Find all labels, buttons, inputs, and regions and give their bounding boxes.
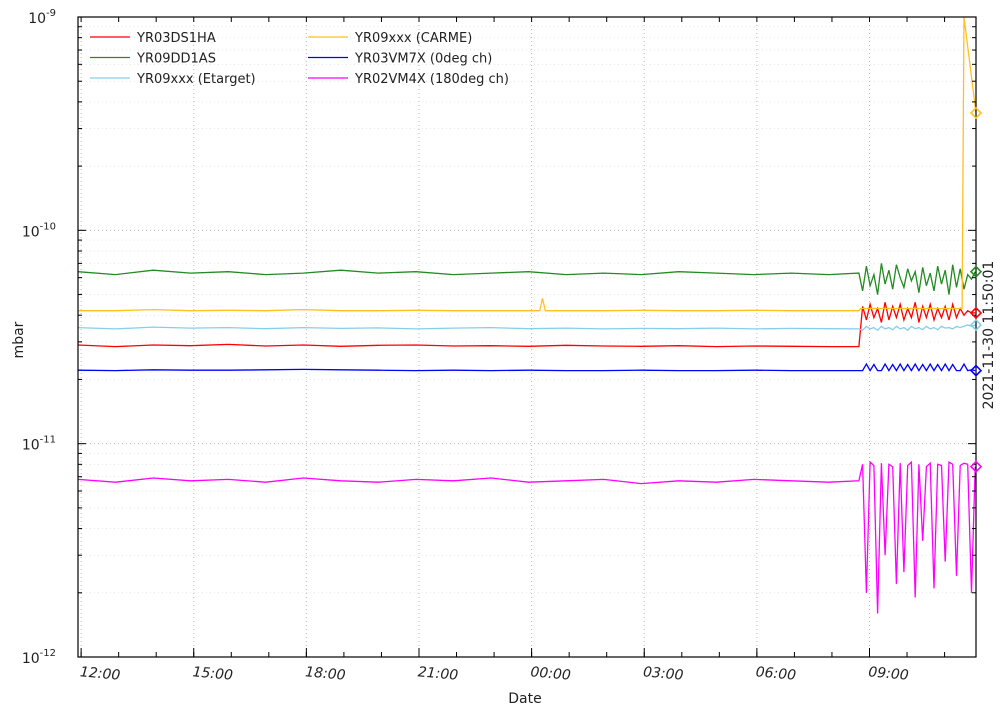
x-tick-label: 00:00 xyxy=(530,664,572,683)
series-line-0 xyxy=(78,301,976,348)
legend-label: YR09xxx (Etarget) xyxy=(136,72,256,87)
series-line-2 xyxy=(78,324,976,332)
cursor-timestamp-label: 2021-11-30 11:50:01 xyxy=(981,261,997,410)
legend-label: YR03VM7X (0deg ch) xyxy=(354,52,492,67)
end-marker-diamond xyxy=(969,364,983,377)
x-axis-label: Date xyxy=(508,691,541,707)
end-marker-diamond xyxy=(969,265,983,278)
legend-label: YR03DS1HA xyxy=(136,31,216,46)
series-line-1 xyxy=(78,263,976,295)
legend: YR03DS1HA YR09DD1AS YR09xxx (Etarget) YR09x… xyxy=(90,31,509,87)
x-tick-label: 18:00 xyxy=(305,664,347,683)
x-tick-label: 06:00 xyxy=(755,664,797,683)
x-tick-label: 21:00 xyxy=(417,664,459,683)
plot-frame xyxy=(77,16,977,658)
series-line-3 xyxy=(78,17,976,312)
y-tick-label: 10-9 xyxy=(28,8,56,27)
x-tick-label: 09:00 xyxy=(868,664,910,683)
end-marker-diamond xyxy=(969,318,983,332)
y-axis-label: mbar xyxy=(11,321,27,358)
end-marker-diamond xyxy=(969,460,983,473)
y-tick-label: 10-10 xyxy=(22,221,56,240)
x-tick-label: 03:00 xyxy=(642,664,684,683)
end-markers xyxy=(969,106,983,473)
series-lines xyxy=(78,17,976,614)
y-tick-label: 10-11 xyxy=(22,435,56,454)
legend-label: YR09DD1AS xyxy=(136,52,216,67)
legend-label: YR02VM4X (180deg ch) xyxy=(354,72,509,87)
axis-ticks: 10-9 10-10 10-11 10-12 12:00 15:00 18:00 21:00 0… xyxy=(22,8,976,684)
x-tick-label: 12:00 xyxy=(79,664,121,683)
end-marker-diamond xyxy=(969,306,983,320)
x-tick-label: 15:00 xyxy=(192,664,234,683)
grid xyxy=(78,17,976,657)
y-tick-label: 10-12 xyxy=(22,648,56,667)
series-line-4 xyxy=(78,362,976,372)
series-line-5 xyxy=(78,460,976,614)
legend-label: YR09xxx (CARME) xyxy=(354,31,472,46)
end-marker-diamond xyxy=(969,106,983,120)
